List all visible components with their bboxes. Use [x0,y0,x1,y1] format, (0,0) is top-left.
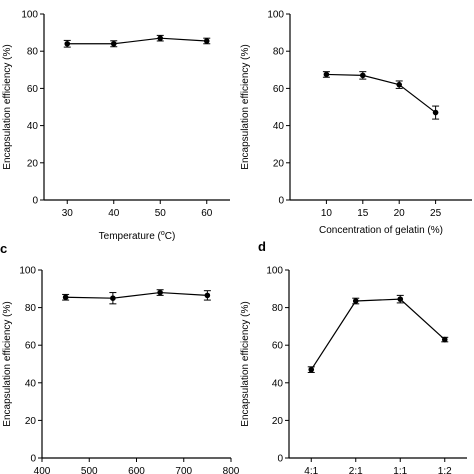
y-tick-label: 0 [32,196,38,207]
x-tick-label: 50 [155,208,167,219]
y-tick-label: 0 [278,196,284,207]
x-tick-label: 40 [108,208,120,219]
x-tick-label: 700 [175,466,192,474]
x-tick-label: 10 [321,208,333,219]
panel-temperature: 0 20 40 60 80 100 30 40 50 60 Encapsulation effici… [2,10,230,242]
data-point [110,40,117,47]
panel-label: d [258,239,266,254]
x-tick-label: 20 [394,208,406,219]
data-point [441,336,448,343]
x-axis-title-unit: C) [165,231,176,242]
x-axis-title-superscript: o [161,230,165,237]
data-point [323,71,330,78]
y-axis-title: Encapsulation efficiency (%) [2,44,13,169]
y-tick-label: 80 [27,47,39,58]
data-point [157,35,164,41]
data-point [110,295,116,302]
y-tick-label: 20 [273,158,285,169]
x-axis-title: Concentration of gelatin (%) [319,225,443,236]
y-axis-title: Encapsulation efficiency (%) [2,301,13,426]
y-tick-label: 100 [267,10,284,21]
y-tick-label: 60 [25,341,37,352]
y-tick-label: 40 [25,378,37,389]
x-tick-label: 60 [201,208,213,219]
y-axis-title: Encapsulation efficiency (%) [240,44,251,169]
series-line [310,298,446,370]
y-tick-label: 20 [272,416,284,427]
y-axis-title: Encapsulation efficiency (%) [240,301,251,426]
y-tick-label: 100 [266,266,283,277]
y-tick-label: 20 [25,416,37,427]
y-tick-label: 60 [27,84,39,95]
data-point [397,296,404,302]
x-tick-label: 2:1 [349,466,363,474]
y-tick-label: 20 [27,158,39,169]
series-line [326,73,436,114]
y-tick-label: 100 [19,266,36,277]
data-point [360,72,366,79]
x-tick-label: 800 [223,466,240,474]
x-tick-label: 30 [62,208,74,219]
x-axis-title-text: Temperature ( [99,231,162,242]
data-point [352,298,359,304]
panel-label: c [0,241,7,256]
x-tick-label: 1:1 [393,466,407,474]
y-tick-label: 60 [272,341,284,352]
x-tick-label: 4:1 [304,466,318,474]
y-tick-label: 80 [273,47,285,58]
y-tick-label: 40 [272,378,284,389]
panel-gelatin-concentration: 0 20 40 60 80 100 10 15 20 25 Encapsulation effici… [240,10,472,236]
series-line [65,291,208,299]
panel-c: 0 20 40 60 80 100 400 500 600 700 800 Encapsulation… [0,241,240,474]
x-axis-title-text: Concentration of gelatin (%) [319,225,443,236]
data-point [203,38,210,44]
x-tick-label: 400 [34,466,51,474]
y-tick-label: 100 [21,10,38,21]
data-point [396,81,403,88]
data-point [62,294,69,301]
y-tick-label: 80 [272,303,284,314]
x-tick-label: 1:2 [438,466,452,474]
y-tick-label: 60 [273,84,285,95]
data-point [432,109,439,116]
data-point [308,366,315,373]
panel-d: 0 20 40 60 80 100 4:1 2:1 1:1 1:2 Encapsulation ef… [240,239,467,474]
data-point [64,40,71,47]
y-tick-label: 40 [273,121,285,132]
y-tick-label: 0 [30,454,36,465]
x-tick-label: 500 [81,466,98,474]
x-tick-label: 600 [128,466,145,474]
y-tick-label: 0 [277,454,283,465]
y-tick-label: 80 [25,303,37,314]
x-tick-label: 25 [430,208,442,219]
y-tick-label: 40 [27,121,39,132]
data-point [157,289,163,296]
data-point [204,292,211,299]
series-line [67,37,207,45]
x-axis-title: Temperature (oC) [99,230,176,242]
x-tick-label: 15 [357,208,369,219]
